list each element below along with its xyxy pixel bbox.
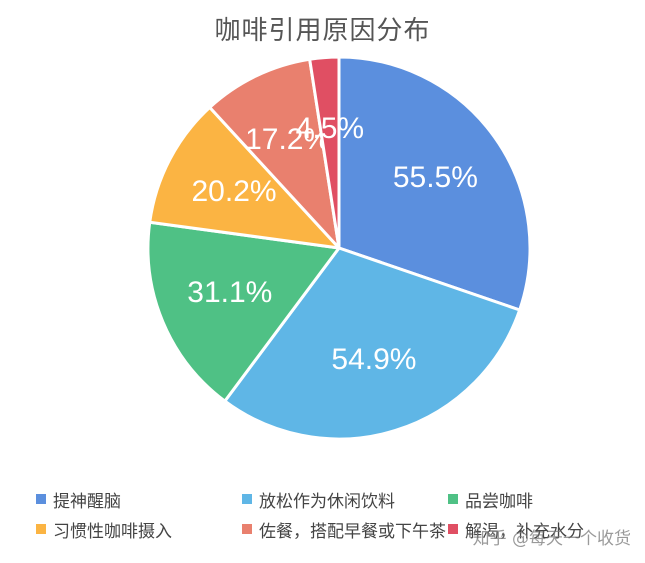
legend-label-5: 佐餐，搭配早餐或下午茶	[259, 521, 446, 542]
legend-row-2: 习惯性咖啡摄入 佐餐，搭配早餐或下午茶 解渴，补充水分	[36, 514, 636, 544]
legend-item-3: 品尝咖啡	[448, 487, 636, 512]
pie-slice-4	[148, 105, 341, 250]
legend-swatch-3	[448, 494, 458, 504]
pie-slice-6	[308, 55, 341, 250]
slice-label-3: 31.1%	[187, 276, 272, 309]
legend-label-4: 习惯性咖啡摄入	[53, 521, 172, 542]
legend-item-6: 解渴，补充水分	[448, 517, 636, 542]
legend-item-1: 提神醒脑	[36, 487, 242, 512]
slice-label-2: 54.9%	[331, 343, 416, 376]
legend-label-2: 放松作为休闲饮料	[259, 491, 395, 512]
legend-swatch-1	[36, 494, 46, 504]
slice-label-6: 4.5%	[296, 112, 364, 145]
legend-label-6: 解渴，补充水分	[465, 521, 584, 542]
legend-swatch-4	[36, 524, 46, 534]
legend-swatch-6	[448, 524, 458, 534]
legend-label-3: 品尝咖啡	[465, 491, 533, 512]
pie-slice-1	[337, 55, 532, 312]
legend-item-5: 佐餐，搭配早餐或下午茶	[242, 517, 448, 542]
legend-swatch-5	[242, 524, 252, 534]
slice-label-4: 20.2%	[192, 175, 277, 208]
legend-item-4: 习惯性咖啡摄入	[36, 517, 242, 542]
legend-row-1: 提神醒脑 放松作为休闲饮料 品尝咖啡	[36, 484, 636, 514]
slice-label-5: 17.2%	[245, 123, 330, 156]
watermark-text: 知乎 @每天一个收货	[472, 529, 631, 549]
pie-slice-2	[223, 246, 522, 441]
chart-title: 咖啡引用原因分布	[214, 16, 431, 46]
pie-slice-3	[146, 220, 341, 403]
chart-legend: 提神醒脑 放松作为休闲饮料 品尝咖啡 习惯性咖啡摄入 佐餐，搭配早餐或下午茶 解…	[36, 484, 636, 544]
pie-chart: 55.5% 54.9% 31.1% 20.2% 17.2%4.5%	[146, 55, 532, 441]
pie-slice-5	[208, 57, 341, 250]
legend-item-2: 放松作为休闲饮料	[242, 487, 448, 512]
legend-swatch-2	[242, 494, 252, 504]
legend-label-1: 提神醒脑	[53, 491, 121, 512]
slice-label-1: 55.5%	[393, 161, 478, 194]
